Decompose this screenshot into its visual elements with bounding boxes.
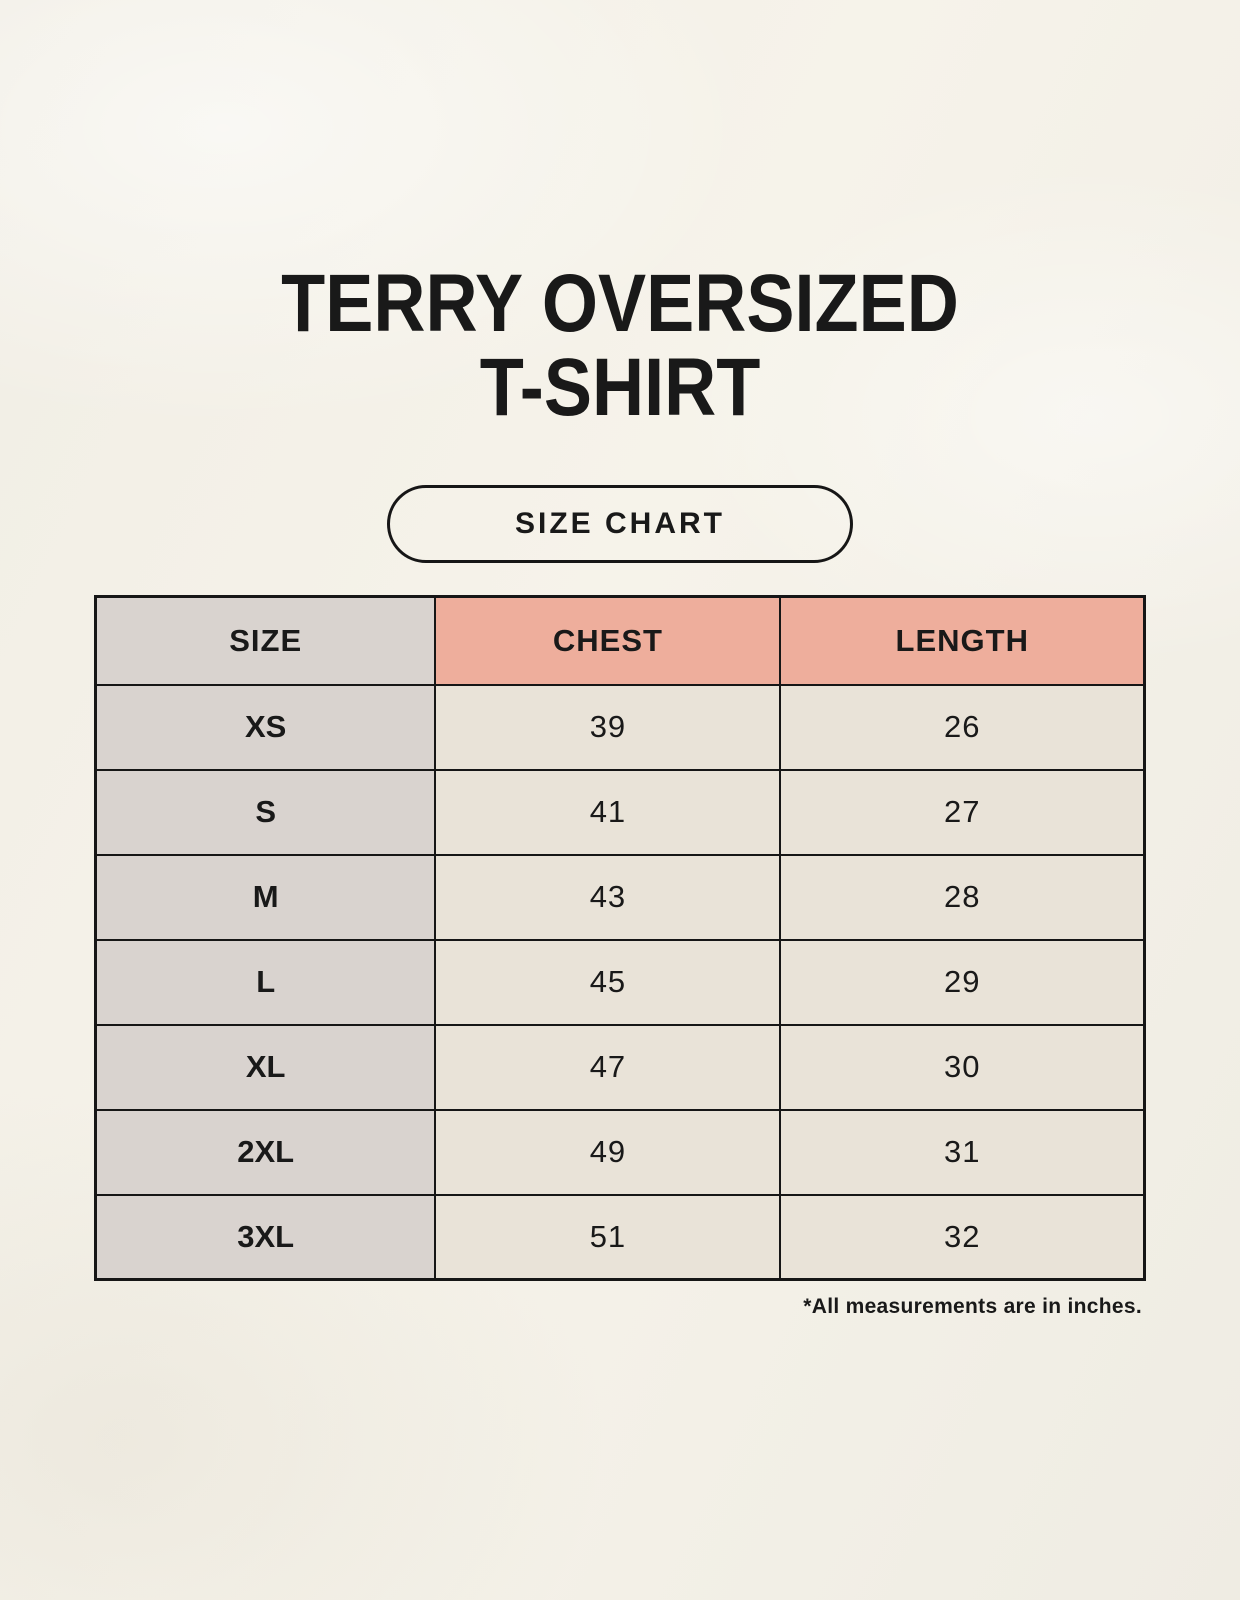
size-column-header: SIZE (94, 595, 437, 686)
size-chart-table: SIZE CHEST LENGTH XS 39 26 S 41 27 M (94, 595, 1146, 1282)
size-chart-badge[interactable]: SIZE CHART (387, 485, 853, 564)
page-title: TERRY OVERSIZED T-SHIRT (74, 0, 1165, 429)
chest-value-cell: 43 (434, 853, 782, 941)
table-row: 3XL 51 32 (94, 1193, 1146, 1281)
length-value-cell: 30 (779, 1023, 1146, 1111)
table-header-row: SIZE CHEST LENGTH (94, 595, 1146, 686)
table-row: XL 47 30 (94, 1023, 1146, 1111)
chest-value-cell: 47 (434, 1023, 782, 1111)
title-line-2: T-SHIRT (479, 341, 761, 433)
length-value-cell: 28 (779, 853, 1146, 941)
length-value-cell: 31 (779, 1108, 1146, 1196)
size-cell: M (94, 853, 437, 941)
measurements-note: *All measurements are in inches. (803, 1295, 1142, 1319)
chest-value-cell: 49 (434, 1108, 782, 1196)
size-cell: 3XL (94, 1193, 437, 1281)
title-line-1: TERRY OVERSIZED (281, 258, 959, 349)
table-row: 2XL 49 31 (94, 1108, 1146, 1196)
length-column-header: LENGTH (779, 595, 1146, 686)
chest-value-cell: 39 (434, 683, 782, 771)
table-row: S 41 27 (94, 768, 1146, 856)
table-row: M 43 28 (94, 853, 1146, 941)
chest-column-header: CHEST (434, 595, 782, 686)
size-cell: XS (94, 683, 437, 771)
size-cell: L (94, 938, 437, 1026)
chest-value-cell: 51 (434, 1193, 782, 1281)
chest-value-cell: 45 (434, 938, 782, 1026)
table-row: XS 39 26 (94, 683, 1146, 771)
length-value-cell: 29 (779, 938, 1146, 1026)
size-chart-badge-label: SIZE CHART (515, 507, 725, 541)
table-row: L 45 29 (94, 938, 1146, 1026)
chest-value-cell: 41 (434, 768, 782, 856)
size-cell: S (94, 768, 437, 856)
size-cell: XL (94, 1023, 437, 1111)
size-chart-table-container: SIZE CHEST LENGTH XS 39 26 S 41 27 M (94, 595, 1146, 1319)
size-cell: 2XL (94, 1108, 437, 1196)
length-value-cell: 26 (779, 683, 1146, 771)
length-value-cell: 27 (779, 768, 1146, 856)
length-value-cell: 32 (779, 1193, 1146, 1281)
